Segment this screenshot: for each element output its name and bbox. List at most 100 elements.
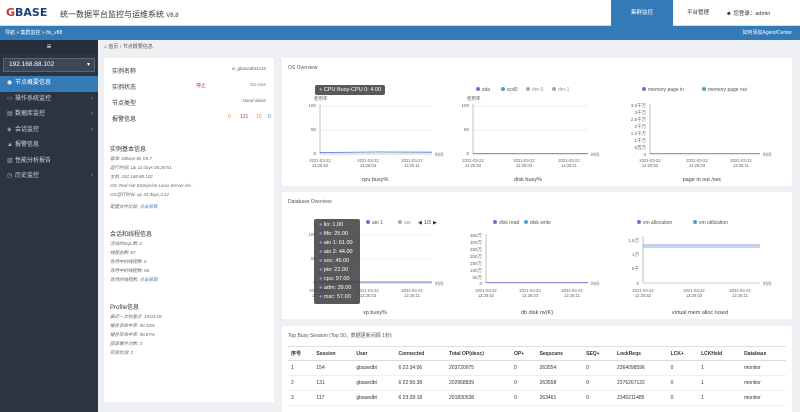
- cell: monitor: [741, 360, 786, 376]
- col-header[interactable]: Database: [741, 346, 786, 361]
- col-header[interactable]: LCK+: [667, 346, 699, 361]
- y-tick: 100: [308, 232, 316, 237]
- alarm-count-error[interactable]: 131: [240, 114, 249, 120]
- alarm-count-critical[interactable]: 0: [228, 114, 231, 120]
- legend-item[interactable]: scd0: [507, 87, 518, 93]
- sidebar-toggle-icon[interactable]: ≡: [0, 40, 98, 54]
- x-tick: 2021-03-22: [561, 288, 583, 293]
- x-tick: 12:26:03: [360, 293, 377, 298]
- cell: 6 22:56:38: [395, 375, 447, 391]
- col-header[interactable]: LCKHeld: [698, 346, 742, 361]
- top-bar: GBASE 统一数据平台监控与运维系统 V8.8 集群监控 平台管理 ☻ 您登录…: [0, 0, 800, 26]
- version-line: 版本: GBase 8s V8.7: [110, 156, 152, 161]
- cell: 0: [667, 390, 699, 406]
- col-header[interactable]: Total OP(desc): [446, 346, 511, 361]
- host-select[interactable]: 192.168.88.102 ▾: [3, 58, 95, 72]
- user-icon: ☻: [726, 11, 732, 17]
- tooltip-line: ● fifo: 25.00: [319, 231, 349, 237]
- sidebar-item-db-monitor[interactable]: ▤ 数据库监控 ‹: [0, 107, 98, 123]
- profile-line: 死锁检测: 3: [110, 350, 134, 355]
- x-tick: 12:26:11: [733, 163, 750, 168]
- x-tick: 12:26:11: [564, 293, 581, 298]
- y-tick: 100万: [470, 268, 483, 274]
- alert-icon: ▲: [7, 142, 13, 148]
- user-menu[interactable]: ☻ 您登录：admin: [726, 11, 771, 17]
- x-tick: 12:26:11: [732, 293, 749, 298]
- cell: 201830538: [446, 390, 511, 406]
- x-tick: 2021-03-22: [475, 288, 497, 293]
- col-header[interactable]: Session: [313, 346, 354, 361]
- x-tick: 2021-03-22: [639, 158, 661, 163]
- app-title: 统一数据平台监控与运维系统 V8.8: [60, 10, 179, 19]
- cell: 6 22:34:06: [395, 360, 447, 376]
- cell: 263554: [536, 360, 584, 376]
- legend-item[interactable]: disk read: [499, 220, 520, 226]
- sidebar: ≡ 192.168.88.102 ▾ ◉ 节点概要信息 ▭ 操作系统监控 ‹ ▤ 数据库监…: [0, 40, 98, 412]
- status-stopped: 停止: [196, 83, 207, 89]
- alarm-count-info[interactable]: 0: [268, 114, 271, 120]
- x-tick: 12:25:52: [635, 293, 652, 298]
- x-tick: 2021-03-22: [401, 288, 423, 293]
- legend-item[interactable]: memory page out: [708, 87, 748, 93]
- cell: gbasedbt: [353, 360, 396, 376]
- y-tick: 2千万: [634, 123, 646, 130]
- x-unit: 时间: [435, 151, 443, 158]
- cell: 1: [698, 390, 742, 406]
- nav-platform-admin[interactable]: 平台管理: [686, 10, 709, 16]
- x-tick: 12:25:52: [312, 163, 329, 168]
- wait-threads-link[interactable]: 点击获取: [139, 277, 158, 282]
- table-row[interactable]: 1 154 gbasedbt 6 22:34:06 203720975 0 263554 0 2…: [288, 360, 786, 376]
- y-tick: 2.5千万: [631, 116, 647, 123]
- tooltip-line: ● pio: 22.00: [319, 267, 349, 273]
- legend-item[interactable]: memory page in: [648, 87, 684, 93]
- col-header[interactable]: Seqscans: [536, 346, 584, 361]
- legend-item[interactable]: sda: [482, 87, 490, 93]
- cell: monitor: [741, 390, 786, 406]
- vm-chart: vm allocation vm utilization 1.5万 1万 5千 …: [628, 220, 771, 316]
- nav-cluster-monitor[interactable]: 集群监控: [611, 0, 673, 26]
- x-tick: 12:26:11: [404, 293, 421, 298]
- legend-item[interactable]: dm-1: [558, 87, 570, 93]
- sidebar-item-os-monitor[interactable]: ▭ 操作系统监控 ‹: [0, 92, 98, 108]
- page-io-chart: memory page in memory page out 3.5千万 3千万…: [631, 87, 771, 183]
- sidebar-item-node-overview[interactable]: ◉ 节点概要信息: [0, 76, 98, 92]
- legend-item[interactable]: vm utilization: [699, 220, 728, 226]
- alarm-count-warning[interactable]: 10: [256, 114, 262, 120]
- home-icon: ⌂: [104, 44, 108, 50]
- legend-item[interactable]: aio: [404, 220, 411, 226]
- legend-item[interactable]: dm-0: [532, 87, 544, 93]
- legend-next-icon[interactable]: ▶: [433, 220, 437, 226]
- table-row[interactable]: 3 117 gbasedbt 6 23:28:18 201830538 0 263461 0 2…: [288, 390, 786, 406]
- sidebar-item-history[interactable]: ◷ 历史监控 ‹: [0, 169, 98, 185]
- legend-item[interactable]: vm allocation: [643, 220, 672, 226]
- cell: 0: [667, 360, 699, 376]
- x-tick: 12:26:03: [360, 163, 377, 168]
- legend-item[interactable]: aio 1: [372, 220, 383, 226]
- col-header[interactable]: SEQ+: [583, 346, 615, 361]
- col-header[interactable]: Connected: [395, 346, 447, 361]
- col-header[interactable]: User: [353, 346, 396, 361]
- y-tick: 0: [479, 281, 482, 286]
- y-tick: 5千: [632, 265, 640, 272]
- session-line: 线程总数: 67: [110, 250, 136, 255]
- col-header[interactable]: LockReqs: [614, 346, 668, 361]
- session-line: 等待中的线程数: 56: [110, 268, 150, 273]
- x-tick: 12:26:03: [689, 163, 706, 168]
- table-row[interactable]: 2 131 gbasedbt 6 22:56:38 202958839 0 263558 0 2…: [288, 375, 786, 391]
- config-compare-link[interactable]: 点击获取: [139, 204, 158, 209]
- legend-item[interactable]: disk write: [530, 220, 551, 226]
- add-agent-link[interactable]: 如何添加Agent/Center: [742, 30, 792, 36]
- sidebar-item-alerts[interactable]: ▲ 报警信息: [0, 138, 98, 154]
- col-header[interactable]: 序号: [288, 346, 314, 361]
- x-unit: 时间: [763, 280, 771, 287]
- legend-prev-icon[interactable]: ◀: [418, 220, 422, 226]
- sidebar-item-session-monitor[interactable]: ◈ 会话监控 ‹: [0, 123, 98, 139]
- cell: gbasedbt: [353, 390, 396, 406]
- cell: 3: [288, 390, 314, 406]
- y-tick: 0: [636, 281, 639, 286]
- sidebar-item-perf-report[interactable]: ▥ 性能分析报告: [0, 154, 98, 170]
- col-header[interactable]: OP+: [510, 346, 537, 361]
- x-tick: 12:25:52: [478, 293, 495, 298]
